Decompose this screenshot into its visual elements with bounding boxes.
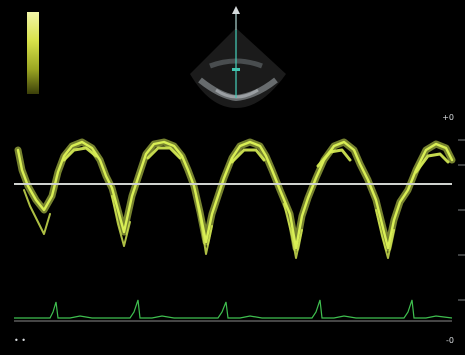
ecg-trace <box>14 299 453 322</box>
scale-top-label: +0 <box>442 113 454 122</box>
marker-dots: • • <box>14 336 26 345</box>
gain-colorbar <box>27 12 39 94</box>
echo-sector-thumbnail <box>190 6 286 108</box>
scale-bottom-label: -0 <box>446 336 454 345</box>
right-scale-ticks <box>458 139 465 301</box>
doppler-spectrum <box>14 138 456 259</box>
